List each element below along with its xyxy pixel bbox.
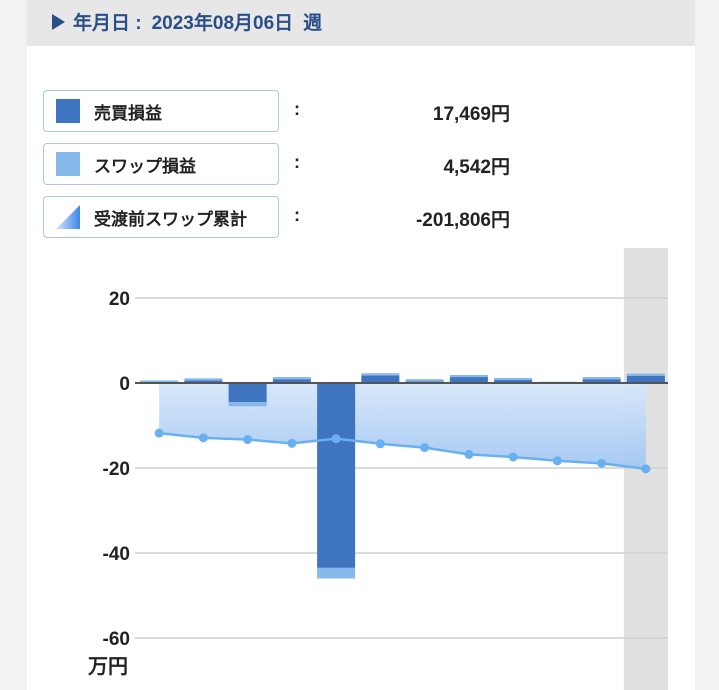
- swap-pl-bar: [361, 373, 400, 376]
- swap-cumulative-point: [508, 452, 518, 462]
- y-tick-label: 0: [119, 374, 130, 395]
- date-header: 年月日 : 2023年08月06日 週: [52, 8, 322, 35]
- y-tick-label: -40: [103, 544, 130, 565]
- swap-cumulative-point: [375, 439, 385, 449]
- swap-cumulative-point: [464, 449, 474, 459]
- y-unit-label: 万円: [87, 656, 128, 678]
- swap-cumulative-point: [597, 458, 607, 468]
- trade-pl-bar: [449, 377, 488, 383]
- swap-pl-bar: [184, 378, 223, 381]
- swap-cumulative-point: [420, 443, 430, 453]
- swap-cumulative-point: [287, 438, 297, 448]
- trade-pl-swatch: [56, 99, 80, 123]
- legend-label: スワップ損益: [94, 156, 196, 176]
- trade-pl-bar: [582, 379, 621, 383]
- swap-cumulative-point: [154, 428, 164, 438]
- legend-colon: :: [294, 152, 300, 172]
- swap-pl-bar: [272, 377, 311, 380]
- date-value: 2023年08月06日: [151, 13, 294, 34]
- trade-pl-bar: [184, 380, 223, 383]
- period-label: 週: [303, 13, 323, 34]
- trade-pl-bar: [272, 379, 311, 383]
- y-tick-label: -20: [103, 459, 130, 480]
- swap-cumulative-point: [641, 464, 651, 474]
- y-tick-label: 20: [109, 289, 130, 310]
- legend-item-swap-cumulative: 受渡前スワップ累計: [43, 196, 279, 238]
- y-tick-label: -60: [103, 629, 130, 650]
- swap-cumulative-area: [159, 383, 646, 469]
- swap-cumulative-point: [243, 435, 253, 445]
- legend-colon: :: [294, 205, 300, 225]
- swap-cumulative-point: [331, 434, 341, 444]
- legend-item-trade-pl: 売買損益: [43, 90, 279, 132]
- date-header-bar: [27, 0, 695, 46]
- swap-pl-bar: [405, 379, 444, 382]
- triangle-right-icon: [52, 13, 65, 30]
- swap-pl-bar: [626, 373, 665, 376]
- trade-pl-bar: [228, 383, 267, 403]
- trade-pl-bar: [361, 375, 400, 383]
- swap-pl-bar: [582, 377, 621, 380]
- legend-item-swap-pl: スワップ損益: [43, 143, 279, 185]
- swap-pl-value: 4,542円: [443, 157, 510, 178]
- date-prefix: 年月日 :: [73, 13, 142, 34]
- trade-pl-bar: [626, 375, 665, 383]
- swap-cumulative-line: [158, 431, 647, 471]
- swap-cumulative-value: -201,806円: [415, 210, 510, 231]
- swap-pl-swatch: [56, 152, 80, 176]
- swap-pl-bar: [140, 380, 179, 383]
- swap-pl-bar: [228, 402, 267, 407]
- swap-pl-bar: [449, 374, 488, 378]
- trade-pl-bar: [317, 383, 356, 568]
- trade-pl-bar: [494, 380, 533, 383]
- swap-cumulative-point: [198, 433, 208, 443]
- trade-pl-value: 17,469円: [432, 104, 510, 125]
- swap-cumulative-point: [552, 456, 562, 466]
- swap-pl-bar: [317, 567, 356, 579]
- legend-label: 受渡前スワップ累計: [94, 209, 247, 229]
- legend-label: 売買損益: [94, 103, 162, 123]
- legend-colon: :: [294, 99, 300, 119]
- swap-pl-bar: [494, 377, 533, 381]
- area-triangle-icon: [56, 205, 80, 229]
